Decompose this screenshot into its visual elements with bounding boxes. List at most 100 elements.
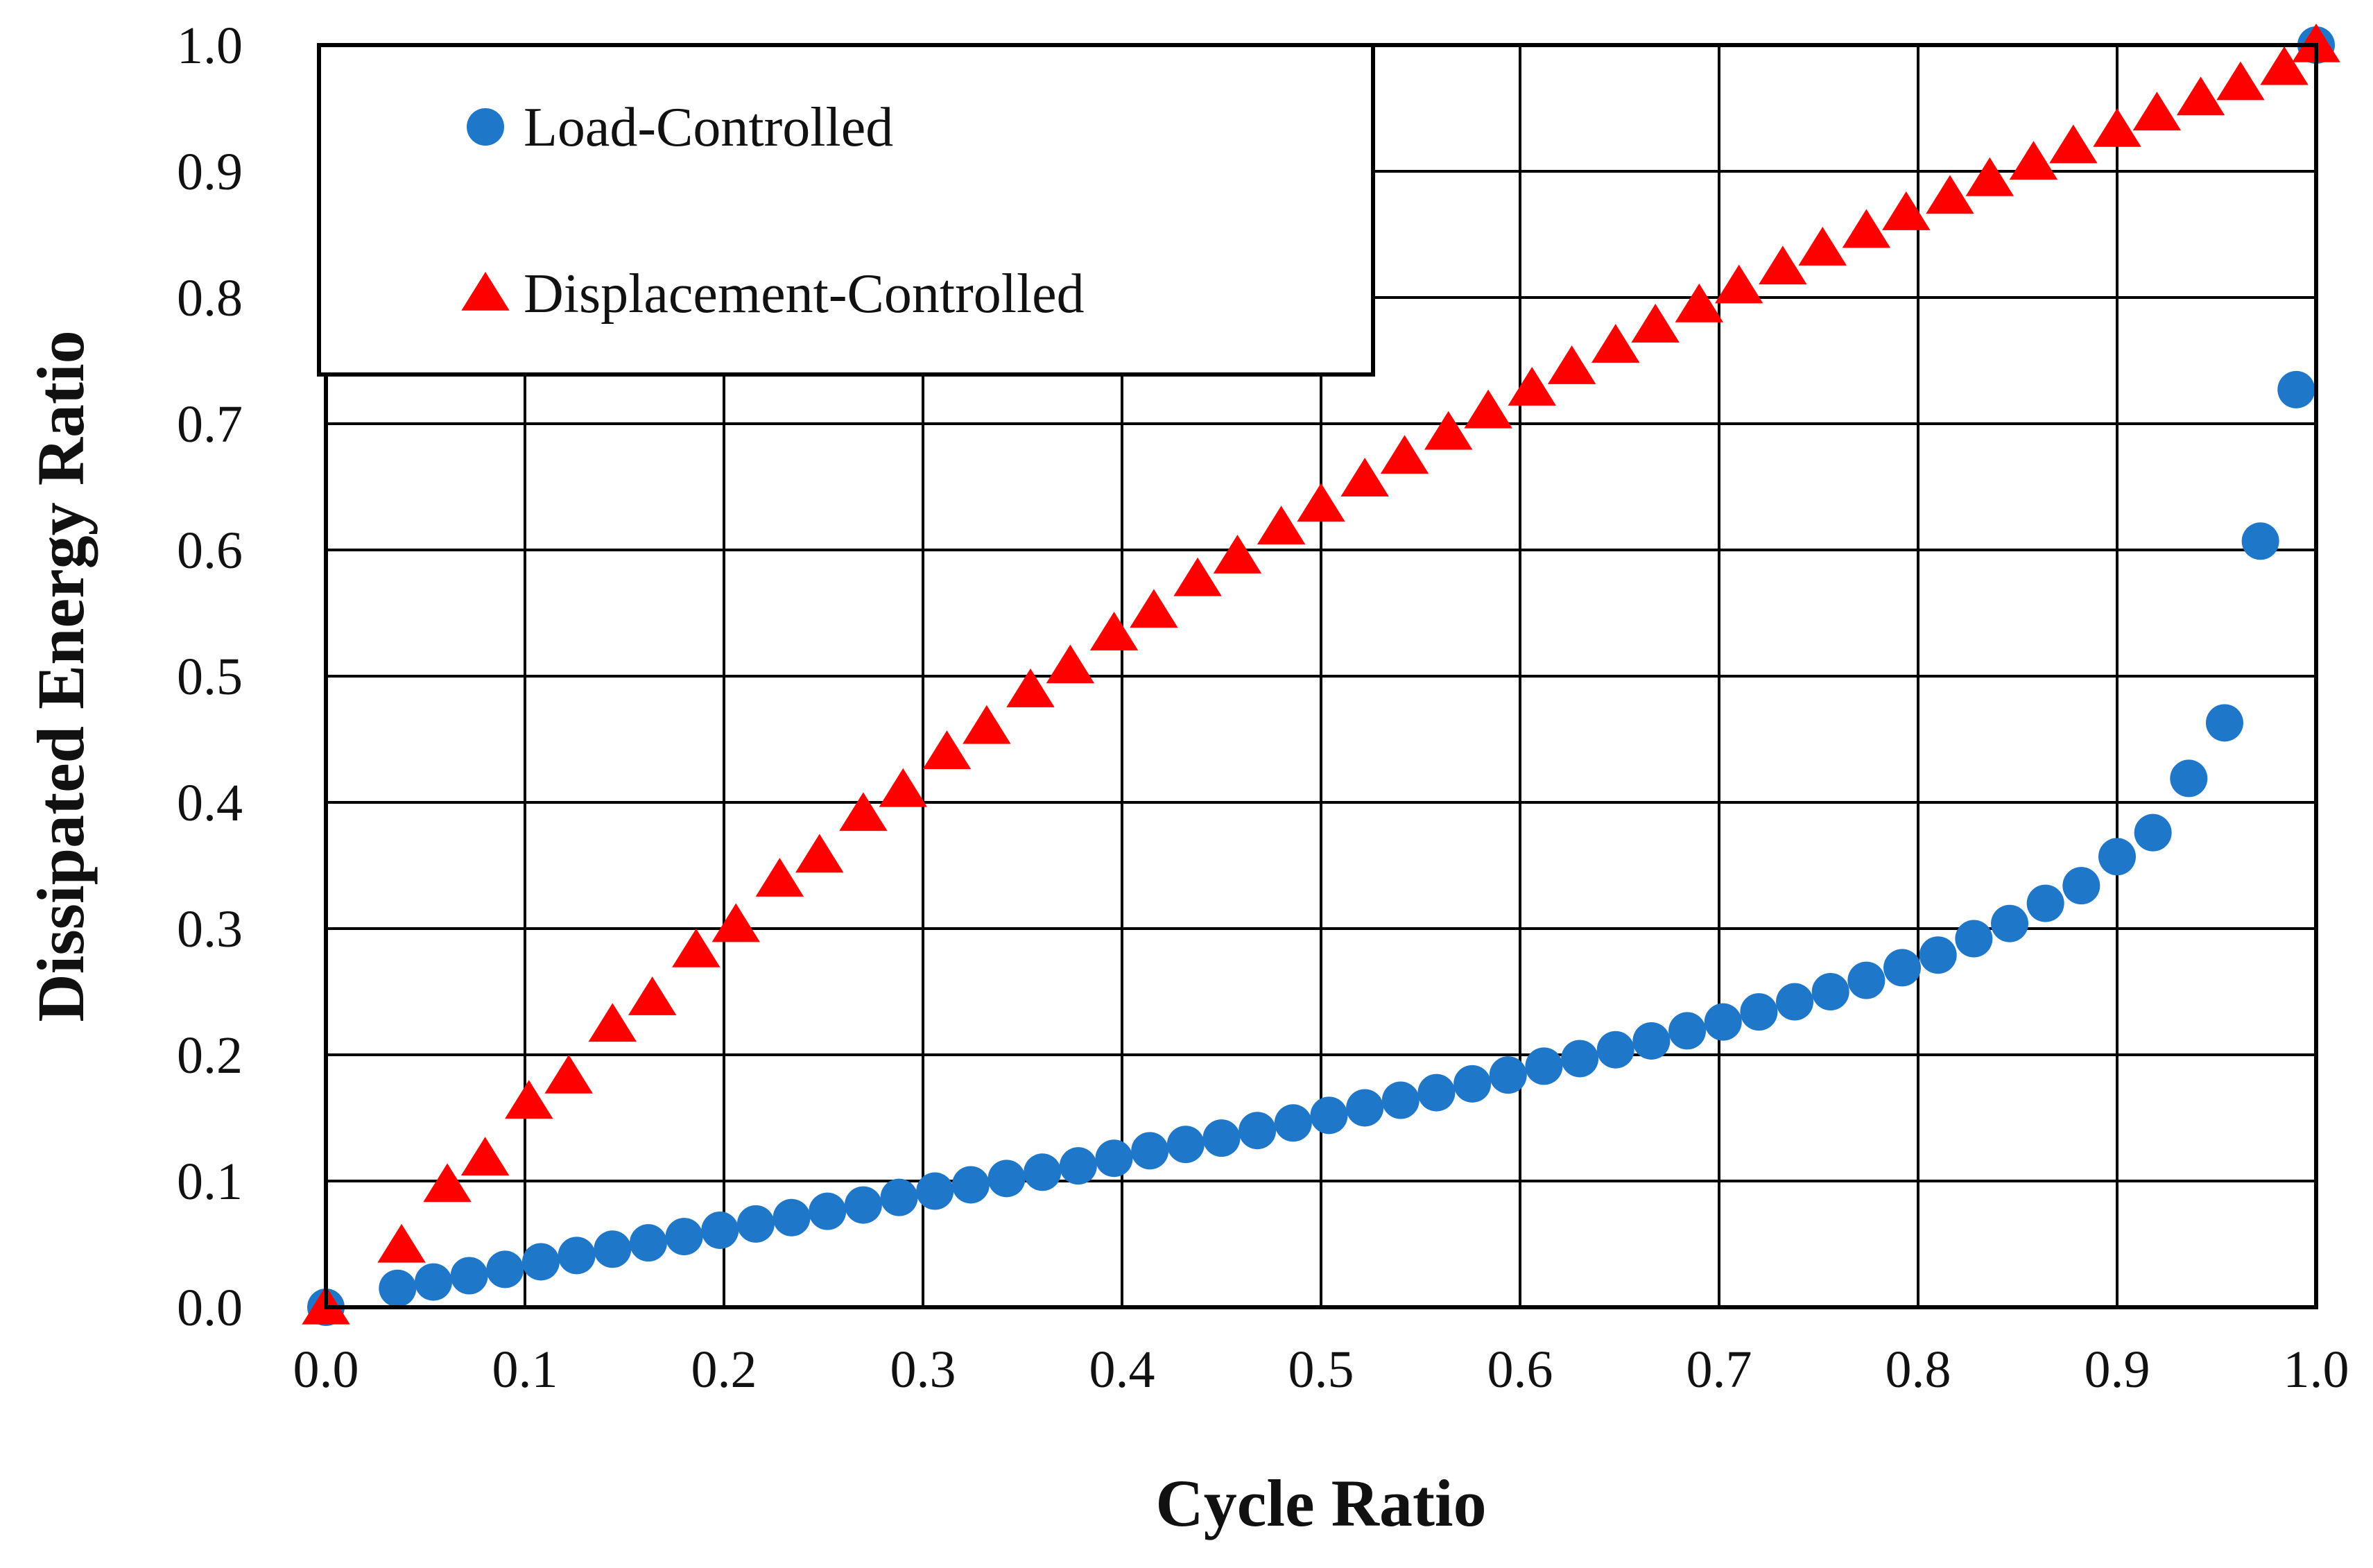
data-point-circle [1776, 983, 1814, 1021]
data-point-triangle [922, 730, 972, 769]
x-tick-label: 0.7 [1686, 1341, 1752, 1399]
legend-box [317, 43, 1375, 377]
data-point-triangle [1213, 535, 1262, 574]
data-point-triangle [1842, 209, 1891, 248]
data-point-circle [486, 1250, 524, 1289]
data-point-triangle [2132, 92, 2182, 131]
data-point-triangle [628, 976, 677, 1015]
data-point-triangle [2049, 124, 2098, 164]
series-displacement-controlled [302, 24, 2340, 1325]
data-point-triangle [1089, 612, 1139, 651]
data-point-circle [736, 1205, 775, 1243]
data-point-circle [1346, 1089, 1384, 1127]
data-point-triangle [1130, 589, 1178, 628]
x-tick-label: 0.1 [492, 1341, 558, 1399]
data-point-circle [951, 1166, 990, 1204]
x-tick-label: 0.6 [1487, 1341, 1553, 1399]
legend-label: Displacement-Controlled [524, 264, 1085, 325]
data-point-triangle [1926, 175, 1974, 214]
data-point-circle [1489, 1056, 1527, 1094]
data-point-circle [1310, 1096, 1348, 1135]
data-point-triangle [711, 903, 760, 942]
data-point-triangle [1631, 304, 1680, 343]
data-point-circle [1453, 1065, 1492, 1103]
data-point-triangle [2216, 61, 2265, 101]
data-point-circle [594, 1230, 632, 1268]
data-point-circle [1166, 1126, 1205, 1164]
data-point-triangle [1965, 157, 2014, 196]
data-point-circle [1919, 936, 1957, 974]
data-point-triangle [1340, 458, 1389, 497]
data-point-triangle [1464, 389, 1512, 429]
data-point-triangle [1257, 506, 1306, 545]
data-point-triangle [839, 792, 888, 832]
data-point-circle [1704, 1003, 1742, 1041]
data-point-triangle [460, 1137, 510, 1176]
data-point-triangle [1297, 483, 1345, 522]
data-point-circle [1668, 1012, 1707, 1050]
data-point-circle [1883, 949, 1922, 987]
data-point-triangle [879, 768, 928, 807]
data-point-circle [1955, 920, 1993, 958]
data-point-circle [2241, 522, 2279, 560]
data-point-circle [629, 1224, 667, 1262]
data-point-circle [2134, 813, 2172, 852]
data-point-circle [844, 1186, 882, 1224]
data-point-circle [1632, 1022, 1671, 1060]
data-point-circle [987, 1160, 1026, 1198]
data-point-triangle [544, 1054, 593, 1094]
y-tick-label: 0.6 [177, 522, 243, 580]
data-point-circle [1239, 1112, 1277, 1150]
data-point-circle [1059, 1147, 1097, 1185]
data-point-circle [1417, 1074, 1456, 1112]
y-tick-label: 0.4 [177, 774, 243, 832]
data-point-circle [379, 1269, 417, 1307]
y-tick-label: 0.0 [177, 1279, 243, 1337]
data-point-circle [2205, 704, 2243, 742]
x-tick-label: 0.3 [890, 1341, 956, 1399]
x-tick-label: 0.0 [293, 1341, 359, 1399]
data-point-triangle [1173, 557, 1222, 596]
data-point-circle [1740, 993, 1778, 1031]
data-point-triangle [1006, 669, 1055, 707]
data-point-circle [1561, 1040, 1599, 1078]
data-point-triangle [1046, 644, 1095, 684]
data-point-triangle [2009, 141, 2058, 180]
data-point-circle [1525, 1047, 1563, 1085]
data-point-circle [1381, 1081, 1420, 1119]
y-tick-label: 0.3 [177, 900, 243, 958]
data-point-circle [1274, 1104, 1312, 1142]
data-point-triangle [1380, 435, 1429, 474]
legend-marker-circle [467, 108, 504, 146]
legend-label: Load-Controlled [524, 97, 893, 158]
data-point-triangle [1882, 191, 1931, 230]
data-point-circle [558, 1237, 596, 1275]
x-tick-label: 1.0 [2284, 1341, 2349, 1399]
data-point-circle [1024, 1153, 1062, 1191]
data-point-triangle [377, 1223, 426, 1263]
data-point-circle [1811, 973, 1849, 1010]
tick-labels: 0.0 0.1 0.2 0.3 0.4 0.5 0.6 0.7 0.8 0.9 1.0 0.0 0.1 0… [177, 17, 2349, 1399]
data-point-triangle [1759, 245, 1807, 285]
data-point-circle [2026, 884, 2064, 922]
y-tick-label: 0.2 [177, 1026, 243, 1085]
data-point-triangle [1798, 227, 1847, 266]
data-point-triangle [423, 1163, 472, 1203]
x-tick-label: 0.2 [691, 1341, 757, 1399]
data-point-circle [1202, 1119, 1241, 1157]
data-point-triangle [505, 1080, 553, 1119]
data-point-circle [2277, 370, 2315, 408]
data-point-triangle [2176, 76, 2225, 116]
x-tick-label: 0.8 [1886, 1341, 1951, 1399]
data-point-circle [521, 1243, 560, 1281]
data-point-circle [1991, 904, 2029, 942]
data-point-triangle [1714, 264, 1763, 304]
x-axis-title: Cycle Ratio [1155, 1466, 1486, 1540]
data-point-circle [2098, 838, 2136, 876]
data-point-circle [1131, 1132, 1169, 1170]
data-point-circle [773, 1198, 811, 1237]
data-point-triangle [1424, 411, 1473, 450]
x-tick-label: 0.4 [1089, 1341, 1155, 1399]
